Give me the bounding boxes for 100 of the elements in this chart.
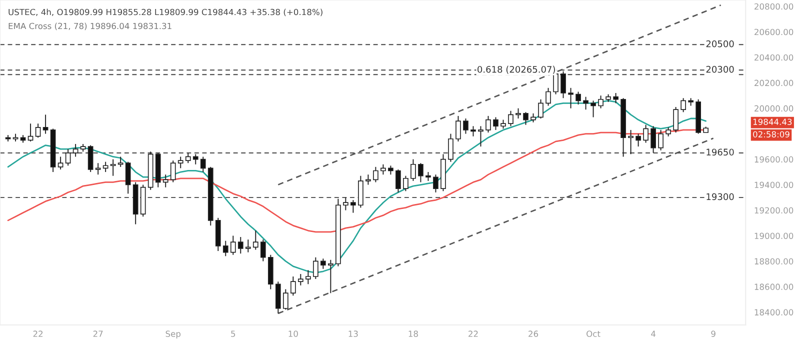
candlestick <box>118 156 124 168</box>
candlestick <box>230 235 236 256</box>
candlestick <box>396 168 401 193</box>
ref-line-label: 19300 <box>706 193 734 200</box>
candlestick <box>238 236 244 254</box>
y-tick-label: 20800.00 <box>754 3 794 10</box>
ref-line-label: 20500 <box>706 40 734 48</box>
candlestick <box>448 133 454 162</box>
x-tick-label: 5 <box>231 330 236 337</box>
text: 02:58:09 <box>753 131 790 138</box>
y-tick-label: 19000.00 <box>754 232 794 240</box>
candlestick <box>222 240 228 257</box>
candlestick <box>463 118 468 134</box>
candlestick <box>282 288 288 310</box>
x-tick-label: 13 <box>348 330 358 337</box>
candlestick <box>590 100 596 118</box>
candlestick <box>245 239 251 253</box>
candlestick <box>260 239 266 262</box>
candlestick <box>343 197 348 211</box>
ref-line-label: 20300 <box>706 66 734 73</box>
y-tick-label: 18800.00 <box>754 258 794 264</box>
candlestick <box>508 110 514 127</box>
candlestick <box>456 115 461 142</box>
candlestick <box>200 156 206 172</box>
candlestick <box>110 158 116 176</box>
candlestick <box>328 259 334 294</box>
y-tick-label: 18400.00 <box>754 309 794 316</box>
y-tick-label: 20000.00 <box>754 105 794 112</box>
candlestick <box>58 156 64 170</box>
candlestick <box>178 156 184 169</box>
candlestick <box>380 164 386 176</box>
candlestick <box>252 230 258 250</box>
x-tick-label: 27 <box>93 330 103 337</box>
candlestick <box>290 276 296 296</box>
candlestick <box>185 152 191 164</box>
candlestick <box>305 270 311 285</box>
candlestick <box>523 112 528 126</box>
candlestick <box>598 95 604 109</box>
candlestick <box>350 200 356 214</box>
candlestick <box>546 87 551 106</box>
candlestick <box>643 124 648 144</box>
y-tick-label: 19600.00 <box>754 156 794 163</box>
x-tick-label: Oct <box>586 330 600 337</box>
candlestick <box>583 96 588 110</box>
candlestick <box>373 166 378 183</box>
text: EMA Cross (21, 78) 19896.04 19831.31 <box>8 22 172 30</box>
candlestick <box>613 92 618 104</box>
x-tick-label: 10 <box>288 330 298 337</box>
candlestick <box>538 98 544 119</box>
candlestick <box>636 133 641 148</box>
candlestick <box>88 144 94 172</box>
candlestick <box>125 161 131 194</box>
candlestick <box>170 160 176 183</box>
candlestick <box>102 161 108 172</box>
ref-line-label: 0.618 (20265.07) <box>478 66 555 74</box>
candlestick <box>650 126 656 154</box>
candlestick <box>658 129 664 151</box>
text: 19844.43 <box>753 118 792 125</box>
candlestick <box>35 123 41 138</box>
candlestick <box>493 116 498 130</box>
candlestick <box>410 158 416 182</box>
candlestick <box>418 162 424 183</box>
candlestick <box>162 174 168 188</box>
candlestick <box>568 87 574 109</box>
y-tick-label: 19400.00 <box>754 182 794 188</box>
candlestick <box>28 123 34 142</box>
candlestick <box>486 115 491 133</box>
candlestick <box>680 98 686 113</box>
y-tick-label: 20200.00 <box>754 80 794 86</box>
candlestick <box>628 129 634 155</box>
x-tick-label: 22 <box>33 330 43 337</box>
candlestick <box>516 108 521 119</box>
candlestick <box>95 162 101 176</box>
y-tick-label: 18600.00 <box>754 284 794 290</box>
candlestick <box>65 148 71 166</box>
candlestick <box>478 126 484 148</box>
candlestick <box>576 91 581 105</box>
text: USTEC, 4h, O19809.99 H19855.28 L19809.99 C19844.43 +35.38 (+0.18%) <box>8 8 322 16</box>
candlestick <box>312 256 318 280</box>
candlestick <box>433 174 438 193</box>
y-tick-label: 20400.00 <box>754 54 794 61</box>
candlestick <box>366 174 371 186</box>
candlestick <box>470 126 476 137</box>
x-tick-label: 22 <box>468 330 478 337</box>
candlestick <box>320 258 326 270</box>
candlestick <box>673 106 678 133</box>
x-tick-label: 9 <box>711 330 716 337</box>
x-tick-label: 4 <box>651 330 656 337</box>
candlestick <box>560 70 566 99</box>
y-tick-label: 19200.00 <box>754 207 794 214</box>
candlestick <box>192 154 198 165</box>
candlestick <box>403 175 408 192</box>
candlestick <box>42 114 48 134</box>
x-tick-label: 26 <box>528 330 538 337</box>
x-tick-label: 18 <box>408 330 418 337</box>
ref-line-label: 19650 <box>706 148 734 156</box>
candlestick <box>72 144 78 158</box>
x-tick-label: Sep <box>166 330 180 339</box>
candlestick <box>298 273 304 286</box>
y-tick-label: 20600.00 <box>754 28 794 36</box>
